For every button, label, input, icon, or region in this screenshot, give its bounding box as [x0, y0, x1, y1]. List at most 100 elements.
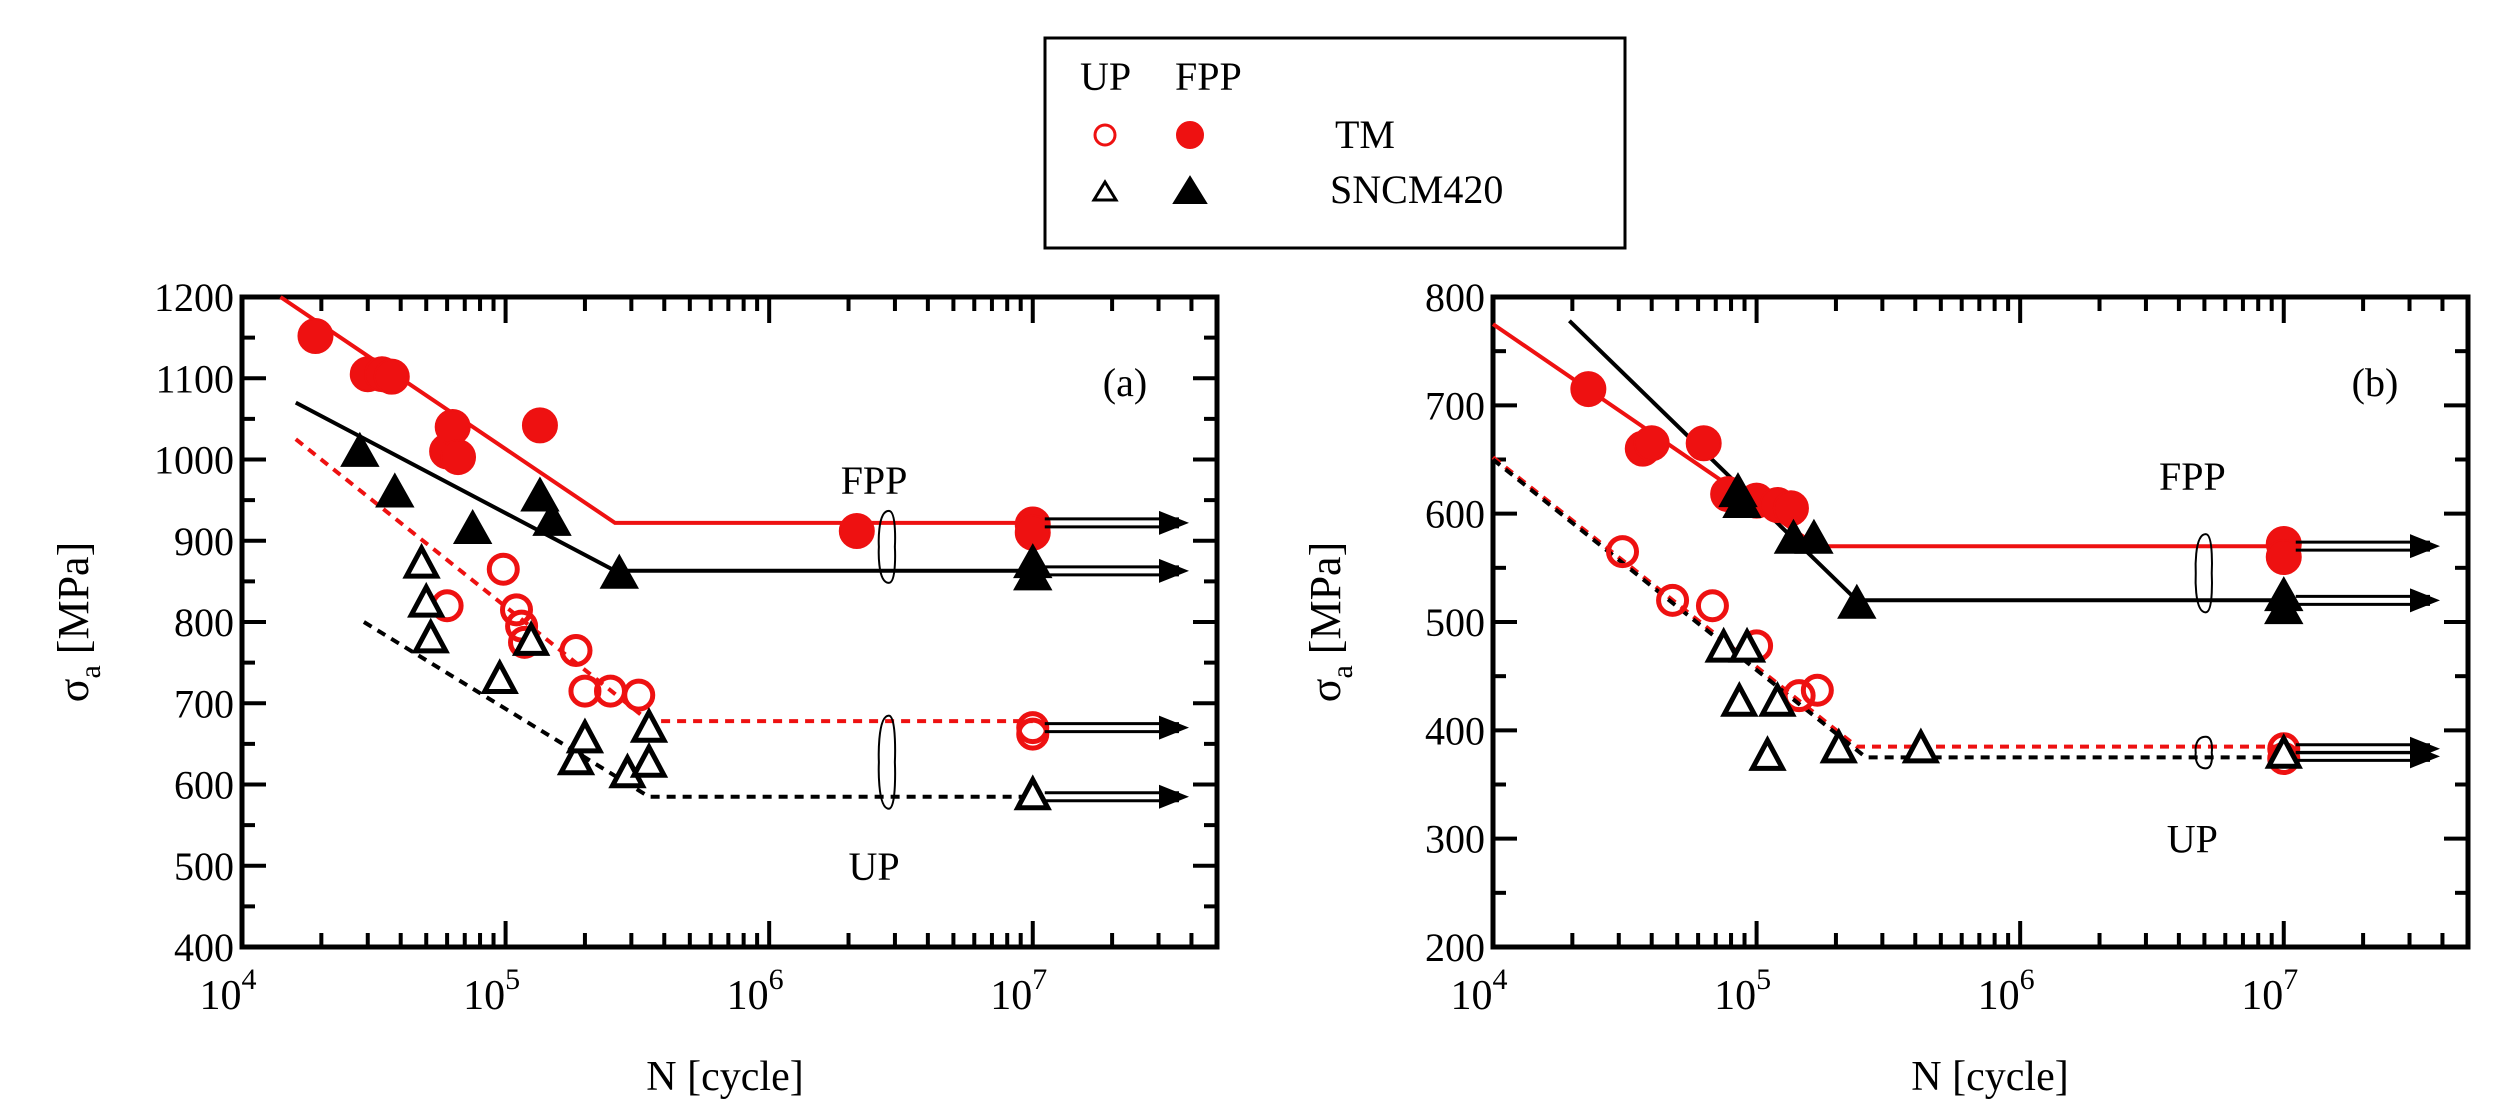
panel-label-b: (b)	[2352, 360, 2399, 405]
data-point-tm-fpp	[440, 439, 477, 476]
y-tick-label: 500	[174, 844, 234, 889]
legend-tm-up-marker	[1093, 123, 1117, 147]
data-point-sncm420-fpp	[340, 431, 380, 467]
legend-frame	[1043, 36, 1627, 250]
y-tick-label: 500	[1425, 600, 1485, 645]
brace-up-a	[877, 714, 897, 810]
x-tick-label: 104	[1451, 963, 1508, 1019]
data-point-sncm420-fpp	[452, 508, 493, 544]
data-point-sncm420-up	[511, 620, 551, 656]
data-points-a	[297, 318, 1053, 811]
data-point-sncm420-fpp	[1013, 555, 1053, 591]
fit-line-tm-up	[294, 437, 1033, 724]
data-point-tm-up	[1695, 589, 1729, 623]
data-point-sncm420-up	[629, 706, 669, 743]
data-point-sncm420-fpp	[375, 472, 415, 508]
data-point-sncm420-up	[1720, 680, 1759, 717]
data-point-sncm420-fpp	[2264, 589, 2304, 625]
x-tick-labels-a: 104 105 106 107	[200, 963, 1048, 1019]
fit-lines-b	[1491, 319, 2284, 760]
x-tick-label: 106	[1978, 963, 2035, 1019]
brace-fpp-a	[877, 509, 897, 584]
y-tick-label: 600	[1425, 492, 1485, 537]
fit-line-sncm420-up	[362, 620, 1033, 799]
fit-line-tm-up	[1491, 455, 2284, 749]
legend-header-up: UP	[1080, 54, 1131, 99]
runout-arrow-head	[1159, 558, 1189, 583]
data-point-sncm420-fpp	[1722, 482, 1762, 518]
data-point-sncm420-up	[1013, 774, 1052, 811]
y-tick-label: 300	[1425, 817, 1485, 862]
data-point-tm-up	[1016, 717, 1050, 751]
x-tick-label: 104	[200, 963, 257, 1019]
runout-arrow-head	[2410, 588, 2440, 613]
data-point-sncm420-up	[565, 717, 605, 754]
data-point-sncm420-up	[402, 542, 441, 579]
data-point-sncm420-up	[1727, 626, 1767, 663]
data-point-sncm420-up	[411, 617, 450, 654]
y-tick-label: 1000	[154, 438, 234, 483]
y-tick-labels-a: 400 500 600 700 800 900 1000 1100 1200	[154, 275, 234, 970]
y-tick-label: 400	[1425, 708, 1485, 753]
legend: UP FPP TM SNCM420	[1043, 36, 1627, 250]
data-point-sncm420-fpp	[532, 500, 572, 536]
data-point-tm-fpp	[1633, 425, 1670, 462]
data-point-tm-fpp	[521, 407, 558, 444]
data-point-sncm420-up	[2264, 732, 2303, 769]
y-tick-label: 600	[174, 763, 234, 808]
plot-frame-b	[1490, 294, 2471, 950]
runout-arrows-a	[1044, 510, 1189, 809]
y-tick-label: 200	[1425, 925, 1485, 970]
y-tick-labels-b: 200 300 400 500 600 700 800	[1425, 275, 1485, 970]
data-point-tm-up	[1656, 583, 1690, 617]
plot-frame-a	[239, 294, 1220, 950]
legend-row-sncm420: SNCM420	[1091, 167, 1503, 212]
data-point-tm-fpp	[1570, 371, 1607, 408]
annotation-fpp-b: FPP	[2159, 454, 2226, 499]
ticks-b	[1491, 295, 2470, 949]
chart-panel-b: 200 300 400 500 600 700 800 104 105 106 107 (b) F…	[1301, 275, 2471, 1100]
data-point-tm-fpp	[434, 409, 471, 445]
chart-panel-a: 400 500 600 700 800 900 1000 1100 1200 104 105 106…	[49, 275, 1220, 1100]
data-point-sncm420-fpp	[520, 476, 560, 512]
data-point-tm-fpp	[1772, 490, 1809, 527]
brace-fpp-b	[2194, 533, 2213, 614]
runout-arrow-head	[1159, 784, 1189, 809]
data-point-tm-up	[1800, 673, 1834, 707]
data-point-tm-up	[1606, 535, 1640, 569]
data-point-sncm420-up	[556, 739, 596, 776]
legend-label-sncm420: SNCM420	[1330, 167, 1503, 212]
data-point-sncm420-up	[1819, 727, 1858, 764]
data-point-tm-fpp	[297, 318, 334, 354]
data-point-sncm420-up	[1758, 680, 1797, 717]
y-tick-label: 800	[1425, 275, 1485, 320]
data-point-sncm420-up	[480, 658, 519, 694]
x-tick-label: 105	[1714, 963, 1771, 1019]
data-point-sncm420-up	[407, 581, 446, 618]
data-point-sncm420-fpp	[1794, 518, 1834, 554]
x-tick-label: 105	[463, 963, 520, 1019]
ticks-a	[240, 295, 1219, 949]
legend-label-tm: TM	[1335, 112, 1395, 157]
data-point-sncm420-up	[1748, 735, 1787, 771]
runout-arrow-head	[1159, 510, 1189, 535]
y-tick-label: 700	[174, 681, 234, 726]
runout-arrows-b	[2295, 534, 2440, 769]
data-points-b	[1570, 371, 2304, 775]
x-axis-label-a: N [cycle]	[646, 1054, 803, 1100]
runout-arrow-head	[2410, 534, 2440, 559]
legend-row-tm: TM	[1093, 112, 1395, 157]
data-point-tm-up	[499, 593, 533, 627]
y-tick-label: 700	[1425, 383, 1485, 428]
data-point-sncm420-up	[1901, 727, 1941, 764]
x-axis-label-b: N [cycle]	[1911, 1054, 2068, 1100]
y-tick-label: 1100	[155, 356, 234, 401]
fit-line-tm-fpp	[1491, 322, 2284, 549]
fit-line-sncm420-fpp	[294, 400, 1033, 573]
x-tick-label: 107	[2241, 963, 2298, 1019]
data-point-sncm420-up	[629, 741, 669, 778]
data-point-tm-up	[486, 552, 520, 586]
y-tick-label: 400	[174, 925, 234, 970]
data-point-tm-up	[559, 633, 593, 667]
